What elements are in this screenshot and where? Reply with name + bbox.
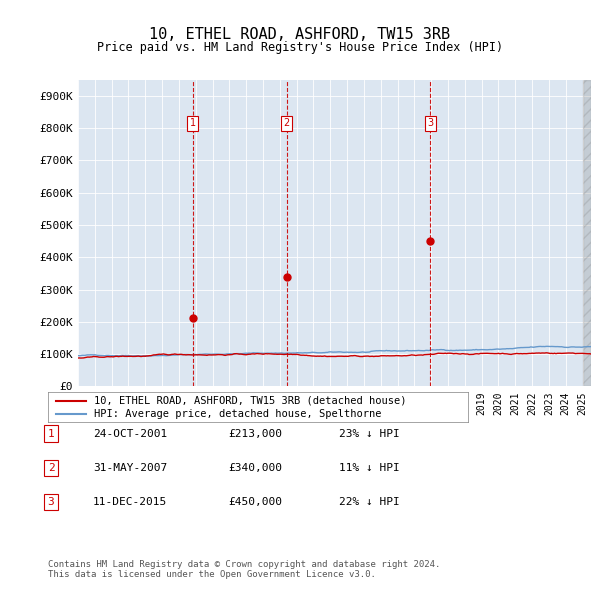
Text: 23% ↓ HPI: 23% ↓ HPI: [339, 429, 400, 438]
Text: 2: 2: [47, 463, 55, 473]
Text: £450,000: £450,000: [228, 497, 282, 507]
Text: Price paid vs. HM Land Registry's House Price Index (HPI): Price paid vs. HM Land Registry's House …: [97, 41, 503, 54]
Text: 1: 1: [47, 429, 55, 438]
Text: 1: 1: [190, 118, 196, 128]
Text: Contains HM Land Registry data © Crown copyright and database right 2024.
This d: Contains HM Land Registry data © Crown c…: [48, 560, 440, 579]
Text: 11% ↓ HPI: 11% ↓ HPI: [339, 463, 400, 473]
Bar: [583, 80, 591, 386]
Text: £340,000: £340,000: [228, 463, 282, 473]
Text: 11-DEC-2015: 11-DEC-2015: [93, 497, 167, 507]
Text: 3: 3: [427, 118, 433, 128]
Text: 3: 3: [47, 497, 55, 507]
Text: 31-MAY-2007: 31-MAY-2007: [93, 463, 167, 473]
Text: 22% ↓ HPI: 22% ↓ HPI: [339, 497, 400, 507]
Text: HPI: Average price, detached house, Spelthorne: HPI: Average price, detached house, Spel…: [94, 409, 382, 418]
Text: 2: 2: [284, 118, 290, 128]
Text: 10, ETHEL ROAD, ASHFORD, TW15 3RB (detached house): 10, ETHEL ROAD, ASHFORD, TW15 3RB (detac…: [94, 396, 407, 405]
Text: £213,000: £213,000: [228, 429, 282, 438]
Text: 10, ETHEL ROAD, ASHFORD, TW15 3RB: 10, ETHEL ROAD, ASHFORD, TW15 3RB: [149, 27, 451, 41]
Text: 24-OCT-2001: 24-OCT-2001: [93, 429, 167, 438]
